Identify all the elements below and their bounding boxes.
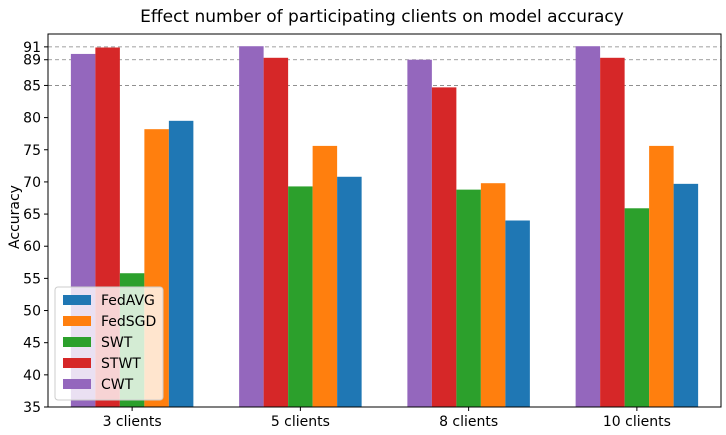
bar-fedsgd-3 — [480, 183, 506, 407]
legend-swatch-swt — [63, 337, 91, 347]
y-tick-label: 35 — [23, 400, 41, 416]
y-tick-label: 60 — [23, 239, 41, 255]
legend-label-cwt: CWT — [101, 377, 134, 393]
bar-stwt-3 — [431, 87, 457, 407]
y-tick-label: 45 — [23, 336, 41, 352]
bar-fedavg-4 — [673, 183, 699, 407]
bar-cwt-2 — [239, 46, 264, 407]
bar-stwt-2 — [263, 57, 289, 407]
y-tick-label: 91 — [23, 40, 41, 56]
bar-swt-3 — [456, 189, 481, 407]
bars-group — [70, 46, 699, 408]
y-tick-label: 89 — [23, 53, 41, 69]
legend: FedAVG FedSGD SWT STWT CWT — [54, 286, 164, 401]
y-tick-label: 50 — [23, 304, 41, 320]
bar-swt-4 — [624, 208, 650, 407]
x-tick-label: 10 clients — [603, 414, 671, 430]
y-tick-label: 75 — [23, 143, 41, 159]
bar-cwt-4 — [575, 46, 601, 407]
bar-fedsgd-2 — [312, 145, 338, 407]
bar-fedavg-3 — [505, 220, 530, 407]
legend-swatch-fedavg — [63, 295, 91, 305]
y-tick-label: 80 — [23, 111, 41, 127]
bar-swt-2 — [288, 186, 313, 407]
y-tick-label: 70 — [23, 175, 41, 191]
legend-swatch-fedsgd — [63, 316, 91, 326]
plot-frame — [47, 33, 722, 408]
bar-fedsgd-4 — [649, 145, 674, 407]
x-tick-label: 5 clients — [271, 414, 330, 430]
legend-label-swt: SWT — [101, 335, 133, 351]
legend-label-fedsgd: FedSGD — [101, 314, 156, 330]
y-axis-label: Accuracy — [7, 185, 23, 249]
legend-label-stwt: STWT — [101, 356, 141, 372]
bar-cwt-3 — [407, 59, 432, 408]
legend-box — [54, 286, 164, 401]
y-tick-label: 85 — [23, 78, 41, 94]
y-tick-label: 40 — [23, 368, 41, 384]
legend-label-fedavg: FedAVG — [101, 293, 155, 309]
x-tick-label: 3 clients — [103, 414, 162, 430]
y-tick-label: 55 — [23, 271, 41, 287]
chart-title: Effect number of participating clients o… — [140, 7, 624, 27]
bar-fedavg-2 — [337, 176, 362, 407]
x-axis: 3 clients 5 clients 8 clients 10 clients — [103, 407, 671, 430]
x-tick-label: 8 clients — [439, 414, 498, 430]
bar-stwt-4 — [600, 57, 625, 407]
y-tick-label: 65 — [23, 207, 41, 223]
legend-swatch-cwt — [63, 379, 91, 389]
legend-swatch-stwt — [63, 358, 91, 368]
bar-fedavg-1 — [168, 120, 194, 407]
